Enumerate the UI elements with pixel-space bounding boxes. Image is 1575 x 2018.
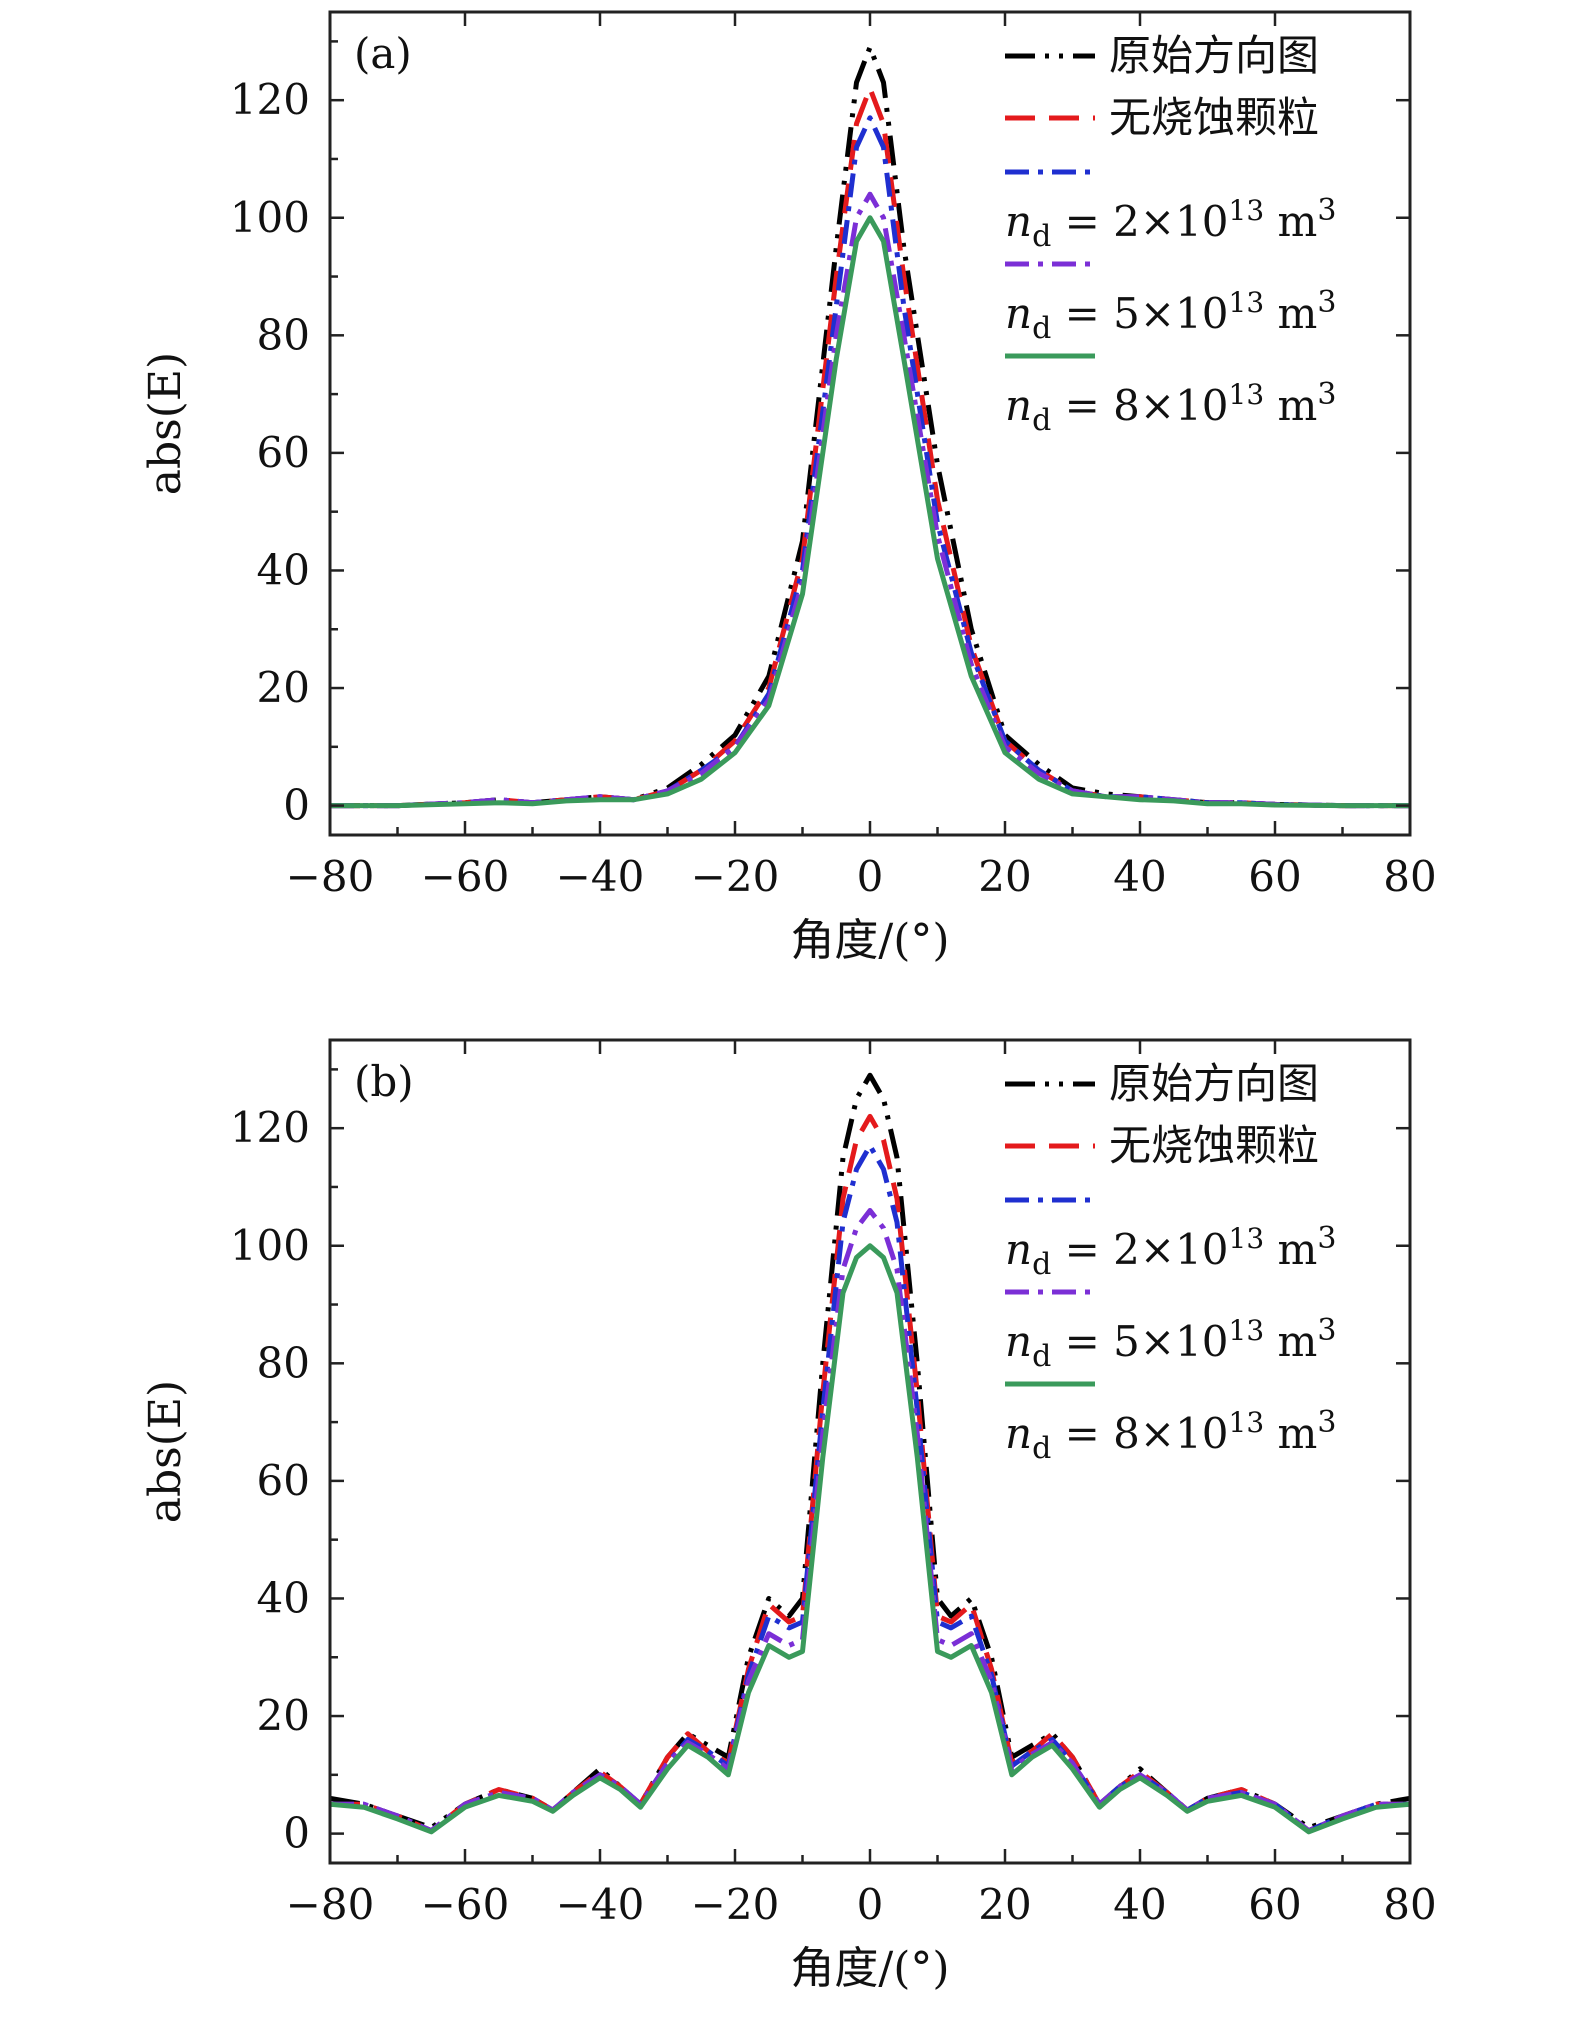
chart-1-x-tick-label: 0 [857,852,884,901]
chart-1-legend-label-1: 原始方向图 [1109,31,1319,80]
chart-2-legend-label-5-part-1: n [1005,1409,1032,1458]
chart-2: −80 −60 −40 −20 0 20 40 60 80 0 20 40 60 80 100 120 角度/(… [140,1038,1437,1994]
chart-2-legend-label-5: nd = 8×1013 m3 [1005,1405,1336,1466]
chart-2-y-tick-label: 20 [257,1691,310,1740]
chart-1-series-line-1 [330,44,1410,809]
chart-1-y-axis-label: abs(E) [140,352,191,495]
chart-1-y-tick-label: 120 [230,75,310,124]
chart-2-x-axis-label: 角度/(°) [790,1943,949,1994]
chart-2-legend-label-4: nd = 5×1013 m3 [1005,1313,1336,1374]
chart-1-panel-label: (a) [354,29,412,78]
chart-1: −80 −60 −40 −20 0 20 40 60 80 0 20 40 60 80 100 120 角度/(… [140,10,1437,966]
chart-2-y-axis-label: abs(E) [140,1380,191,1523]
chart-1-legend-label-5-part-6: 3 [1317,377,1336,412]
chart-1-legend-label-4: nd = 5×1013 m3 [1005,285,1336,346]
chart-2-legend-label-4-part-5: m [1264,1317,1317,1366]
chart-2-legend-label-5-part-5: m [1264,1409,1317,1458]
chart-2-legend-label-4-part-1: n [1005,1317,1032,1366]
chart-1-x-tick-label: −20 [691,852,780,901]
chart-1-legend-label-4-part-4: 13 [1229,286,1265,319]
chart-2-legend-label-4-part-2: d [1032,1339,1051,1374]
chart-2-legend-label-4-part-3: = 5×10 [1051,1317,1228,1366]
chart-1-legend-label-5-part-4: 13 [1229,378,1265,411]
chart-1-legend-label-3-part-2: d [1032,219,1051,254]
chart-1-legend-label-5: nd = 8×1013 m3 [1005,377,1336,438]
chart-2-x-tick-label: −80 [286,1880,375,1929]
chart-2-legend-label-3-part-4: 13 [1229,1222,1265,1255]
chart-1-x-tick-label: −40 [556,852,645,901]
chart-1-legend-label-5-part-1: n [1005,381,1032,430]
chart-2-legend-label-3-part-3: = 2×10 [1051,1225,1228,1274]
chart-2-y-tick-label: 80 [257,1338,310,1387]
chart-2-panel-label: (b) [354,1057,414,1106]
chart-1-legend-label-4-part-6: 3 [1317,285,1336,320]
chart-1-legend-label-3-part-5: m [1264,197,1317,246]
chart-2-legend-label-4-part-6: 3 [1317,1313,1336,1348]
chart-1-y-tick-label: 80 [257,310,310,359]
chart-1-legend-label-5-part-5: m [1264,381,1317,430]
chart-1-y-tick-label: 40 [257,545,310,594]
chart-1-x-tick-label: 40 [1113,852,1166,901]
chart-2-legend-label-3-part-2: d [1032,1247,1051,1282]
chart-1-x-axis-label: 角度/(°) [790,915,949,966]
chart-2-legend-label-3: nd = 2×1013 m3 [1005,1221,1336,1282]
chart-1-legend-label-3: nd = 2×1013 m3 [1005,193,1336,254]
chart-2-legend-label-2: 无烧蚀颗粒 [1109,1121,1319,1170]
chart-2-legend-label-5-part-6: 3 [1317,1405,1336,1440]
chart-1-series-line-5 [330,215,1410,809]
chart-1-legend-label-4-part-5: m [1264,289,1317,338]
chart-2-y-tick-label: 60 [257,1456,310,1505]
chart-1-legend-label-3-part-3: = 2×10 [1051,197,1228,246]
chart-2-series-line-5 [330,1243,1410,1835]
chart-1-legend-label-3-part-4: 13 [1229,194,1265,227]
chart-1-legend-label-2: 无烧蚀颗粒 [1109,93,1319,142]
chart-2-x-tick-label: 40 [1113,1880,1166,1929]
chart-2-legend-label-4-part-4: 13 [1229,1314,1265,1347]
chart-1-legend-label-4-part-2: d [1032,311,1051,346]
chart-1-legend-label-4-part-1: n [1005,289,1032,338]
chart-2-legend-label-5-part-3: = 8×10 [1051,1409,1228,1458]
chart-2-series-line-2 [330,1113,1410,1834]
chart-1-legend-label-3-part-1: n [1005,197,1032,246]
chart-1-legend-label-3-part-6: 3 [1317,193,1336,228]
chart-1-legend-label-5-part-2: d [1032,403,1051,438]
chart-2-legend-label-3-part-1: n [1005,1225,1032,1274]
chart-2-y-tick-label: 40 [257,1573,310,1622]
chart-2-legend-label-5-part-2: d [1032,1431,1051,1466]
chart-1-legend-label-4-part-3: = 5×10 [1051,289,1228,338]
chart-1-y-tick-label: 0 [283,781,310,830]
chart-2-x-tick-label: 60 [1248,1880,1301,1929]
chart-2-x-tick-label: 0 [857,1880,884,1929]
chart-1-x-tick-label: 20 [978,852,1031,901]
chart-2-x-tick-label: −20 [691,1880,780,1929]
chart-2-legend-label-3-part-5: m [1264,1225,1317,1274]
chart-2-legend-label-5-part-4: 13 [1229,1406,1265,1439]
chart-1-legend-label-5-part-3: = 8×10 [1051,381,1228,430]
chart-2-y-tick-label: 0 [283,1809,310,1858]
chart-2-x-tick-label: −60 [421,1880,510,1929]
chart-1-x-tick-label: −80 [286,852,375,901]
chart-1-y-tick-label: 60 [257,428,310,477]
chart-2-y-tick-label: 120 [230,1103,310,1152]
chart-2-legend-label-3-part-6: 3 [1317,1221,1336,1256]
chart-2-x-tick-label: 80 [1383,1880,1436,1929]
chart-1-x-tick-label: 80 [1383,852,1436,901]
chart-2-x-tick-label: −40 [556,1880,645,1929]
chart-1-y-tick-label: 20 [257,663,310,712]
chart-1-x-tick-label: −60 [421,852,510,901]
chart-2-y-tick-label: 100 [230,1221,310,1270]
chart-2-x-tick-label: 20 [978,1880,1031,1929]
chart-1-x-tick-label: 60 [1248,852,1301,901]
chart-2-legend-label-1: 原始方向图 [1109,1059,1319,1108]
chart-2-series-line-1 [330,1072,1410,1831]
chart-2-series-line-4 [330,1208,1410,1834]
chart-1-y-tick-label: 100 [230,193,310,242]
